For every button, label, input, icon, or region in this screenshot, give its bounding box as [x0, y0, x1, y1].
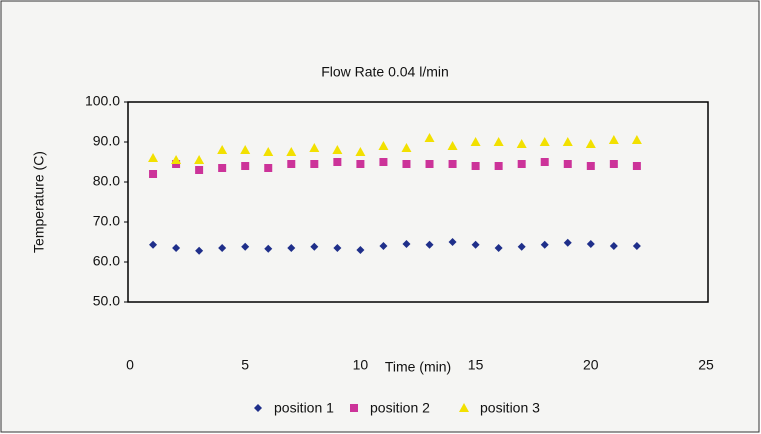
data-point: [402, 240, 411, 248]
x-tick-label: 25: [698, 357, 714, 373]
data-point: [448, 238, 457, 246]
y-tick-label: 60.0: [93, 253, 120, 269]
data-point: [563, 238, 572, 247]
chart-title: Flow Rate 0.04 l/min: [321, 64, 449, 80]
data-point: [379, 242, 388, 250]
y-tick-label: 70.0: [93, 213, 120, 229]
data-point: [471, 240, 480, 249]
data-point: [425, 160, 434, 168]
data-point: [172, 244, 181, 252]
data-point: [424, 133, 435, 142]
data-point: [149, 170, 158, 178]
data-point: [609, 160, 618, 168]
x-axis-label: Time (min): [385, 359, 451, 375]
data-point: [448, 160, 457, 168]
legend-label: position 3: [480, 400, 540, 416]
data-point: [332, 145, 343, 154]
data-point: [333, 158, 342, 166]
data-point: [586, 240, 595, 248]
legend-label: position 2: [370, 400, 430, 416]
data-point: [517, 242, 526, 251]
data-point: [264, 244, 273, 253]
data-point: [540, 240, 549, 249]
data-point: [310, 160, 319, 168]
data-point: [379, 158, 388, 166]
data-point: [263, 147, 274, 156]
data-point: [447, 141, 458, 150]
data-point: [148, 153, 159, 162]
data-point: [171, 155, 182, 164]
data-point: [218, 244, 227, 252]
y-tick-label: 50.0: [93, 293, 120, 309]
data-point: [310, 242, 319, 251]
data-point: [149, 240, 158, 249]
x-tick-label: 15: [468, 357, 484, 373]
data-point: [540, 158, 549, 166]
data-point: [401, 143, 412, 152]
data-point: [471, 162, 480, 170]
x-tick-label: 5: [241, 357, 249, 373]
legend-marker: [459, 403, 469, 412]
data-point: [631, 135, 642, 144]
y-tick-label: 90.0: [93, 133, 120, 149]
data-point: [356, 160, 365, 168]
data-point: [402, 160, 411, 168]
y-tick-label: 80.0: [93, 173, 120, 189]
data-point: [195, 246, 204, 255]
data-point: [287, 244, 296, 252]
data-point: [378, 141, 389, 150]
data-point: [241, 162, 250, 170]
data-point: [470, 137, 481, 146]
data-point: [333, 244, 342, 252]
x-tick-label: 0: [126, 357, 134, 373]
data-point: [494, 244, 503, 252]
data-point: [240, 145, 251, 154]
y-tick-label: 100.0: [85, 93, 120, 109]
data-point: [608, 135, 619, 144]
data-point: [356, 246, 365, 254]
x-tick-label: 20: [583, 357, 599, 373]
data-point: [632, 162, 641, 170]
data-point: [586, 162, 595, 170]
data-point: [516, 139, 527, 148]
plot-area: [127, 101, 709, 303]
data-point: [517, 160, 526, 168]
data-point: [563, 160, 572, 168]
data-point: [632, 242, 641, 250]
x-tick-label: 10: [353, 357, 369, 373]
data-point: [309, 143, 320, 152]
data-point: [264, 164, 273, 172]
data-point: [195, 166, 204, 174]
legend-marker: [254, 404, 262, 412]
data-point: [609, 242, 618, 250]
data-point: [286, 147, 297, 156]
data-point: [217, 145, 228, 154]
data-point: [425, 240, 434, 249]
data-point: [494, 162, 503, 170]
data-point: [355, 147, 366, 156]
data-point: [585, 139, 596, 148]
data-point: [241, 242, 250, 251]
data-point: [539, 137, 550, 146]
legend-marker: [350, 404, 358, 412]
data-point: [194, 155, 205, 164]
legend-label: position 1: [274, 400, 334, 416]
data-point: [493, 137, 504, 146]
data-point: [218, 164, 227, 172]
y-axis-label: Temperature (C): [31, 151, 47, 253]
data-point: [287, 160, 296, 168]
data-point: [562, 137, 573, 146]
